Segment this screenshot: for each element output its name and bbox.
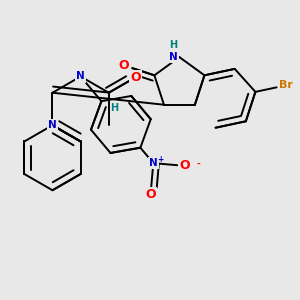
Text: H: H bbox=[110, 103, 118, 113]
Text: N: N bbox=[169, 52, 178, 62]
Text: O: O bbox=[145, 188, 156, 201]
Text: O: O bbox=[179, 159, 190, 172]
Text: O: O bbox=[130, 71, 141, 84]
Text: N: N bbox=[48, 120, 57, 130]
Text: N: N bbox=[76, 71, 85, 82]
Text: O: O bbox=[119, 59, 129, 72]
Text: N: N bbox=[149, 158, 158, 168]
Text: +: + bbox=[157, 155, 163, 164]
Text: Br: Br bbox=[279, 80, 293, 90]
Text: -: - bbox=[196, 160, 200, 169]
Text: H: H bbox=[169, 40, 177, 50]
